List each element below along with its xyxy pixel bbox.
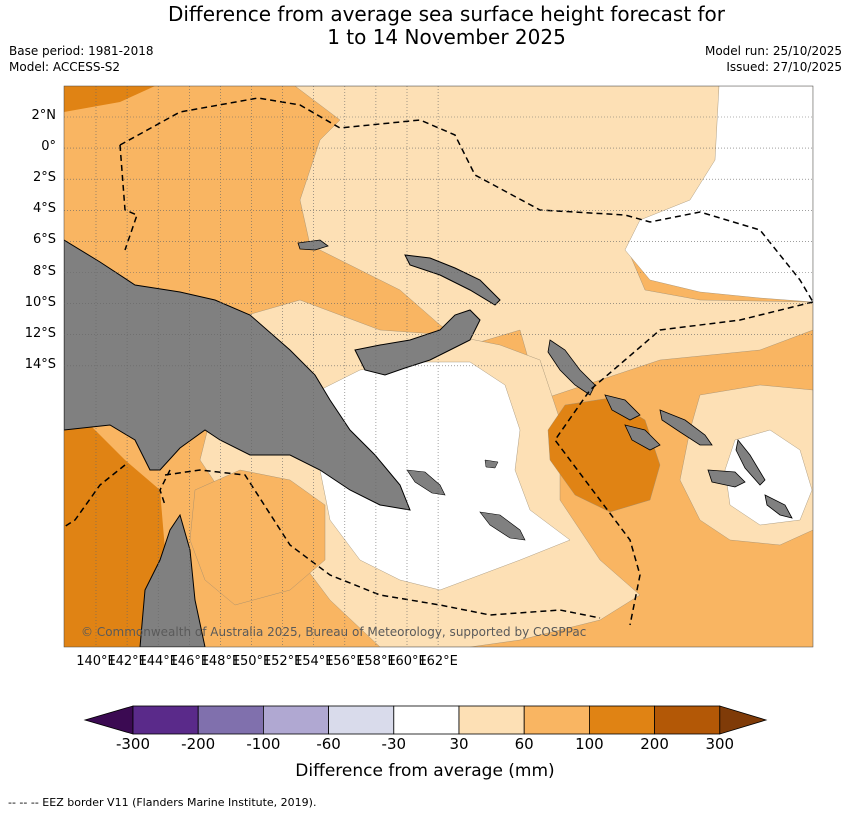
small-island-east — [764, 494, 793, 519]
latitude-label: 12°S — [24, 325, 56, 341]
longitude-label: 150°E — [231, 654, 272, 669]
right-metadata: Model run: 25/10/2025 Issued: 27/10/2025 — [705, 43, 842, 75]
latitude-label: 14°S — [24, 356, 56, 372]
manus-island — [297, 239, 329, 251]
eez-footnote: -- -- -- EEZ border V11 (Flanders Marine… — [8, 796, 317, 809]
eez-border-south — [164, 469, 601, 619]
colorbar-tick-label: 300 — [705, 735, 735, 753]
longitude-label: 160°E — [387, 654, 427, 669]
colorbar-tick-label: 30 — [449, 735, 469, 753]
colorbar-tick-label: -300 — [115, 735, 151, 753]
longitude-label: 152°E — [262, 654, 303, 669]
makira-island — [707, 469, 746, 488]
model-run: Model run: 25/10/2025 — [704, 44, 842, 58]
colorbar-tick-label: 100 — [575, 735, 604, 753]
latitude-label: 10°S — [24, 294, 56, 310]
bougainville-island — [547, 339, 596, 396]
colorbar-segment — [393, 705, 460, 735]
eez-borders — [64, 97, 813, 626]
longitude-label: 156°E — [325, 654, 365, 669]
choiseul-island — [604, 394, 641, 421]
longitude-label: 148°E — [200, 654, 241, 669]
longitude-label: 158°E — [356, 654, 396, 669]
new-ireland-land — [404, 254, 501, 306]
colorbar-segment — [589, 705, 656, 735]
cape-york-land — [139, 513, 206, 647]
colorbar-tick-label: -100 — [246, 735, 281, 753]
title-line-1: Difference from average sea surface heig… — [167, 2, 726, 26]
guadalcanal-island — [624, 424, 661, 451]
sea-100-200-west — [64, 420, 165, 647]
longitude-label: 144°E — [138, 654, 178, 669]
colorbar-segment — [262, 705, 329, 735]
eez-border-east — [554, 301, 813, 626]
colorbar-tick-label: -200 — [181, 735, 216, 753]
eez-border-north — [119, 97, 813, 303]
latitude-label: 8°S — [32, 263, 56, 279]
grid-lines — [64, 86, 813, 647]
map-title: Difference from average sea surface heig… — [0, 3, 850, 49]
colorbar-tick-label: -30 — [381, 735, 407, 753]
sea-60-100-pocket — [189, 469, 326, 606]
sea-neutral-northeast — [624, 86, 813, 303]
longitude-label: 146°E — [169, 654, 210, 669]
malaita-island — [659, 409, 713, 446]
louisiade-islands — [479, 511, 526, 541]
colorbar — [83, 705, 768, 735]
colorbar-segment — [132, 705, 199, 735]
colorbar-tick-label: 200 — [640, 735, 669, 753]
colorbar-segment — [328, 705, 395, 735]
santa-isabel-island — [735, 439, 766, 486]
colorbar-extend-low — [83, 705, 134, 735]
latitude-label: 6°S — [32, 232, 56, 248]
colorbar-tick-label: 60 — [514, 735, 534, 753]
left-metadata: Base period: 1981-2018 Model: ACCESS-S2 — [9, 43, 154, 75]
colorbar-title: Difference from average (mm) — [295, 761, 555, 781]
dentrecasteaux-islands — [406, 469, 446, 496]
colorbar-extend-high — [719, 705, 768, 735]
issued-date: Issued: 27/10/2025 — [726, 60, 842, 74]
trobriand-islands — [484, 459, 499, 469]
eez-border-northwest — [119, 144, 138, 251]
map-area — [64, 86, 813, 647]
colorbar-tick-label: -60 — [316, 735, 341, 753]
colorbar-segment — [523, 705, 590, 735]
colorbar-segment — [197, 705, 264, 735]
eez-border-torres — [159, 469, 171, 506]
latitude-label: 4°S — [32, 201, 56, 217]
copyright-notice: © Commonwealth of Australia 2025, Bureau… — [81, 625, 587, 639]
colorbar-segment — [458, 705, 525, 735]
new-guinea-land — [64, 239, 411, 511]
map-frame — [63, 85, 814, 648]
title-line-2: 1 to 14 November 2025 — [327, 25, 566, 49]
colorbar-segment — [654, 705, 721, 735]
longitude-label: 142°E — [107, 654, 147, 669]
longitude-label: 162°E — [418, 654, 458, 669]
model-name: Model: ACCESS-S2 — [9, 60, 121, 74]
sea-100-200-north — [64, 86, 155, 112]
latitude-label: 0° — [41, 139, 56, 155]
latitude-label: 2°N — [31, 108, 57, 123]
longitude-label: 140°E — [76, 654, 116, 669]
longitude-label: 154°E — [293, 654, 334, 669]
new-britain-land — [354, 309, 481, 376]
eez-border-west — [64, 464, 126, 528]
latitude-label: 2°S — [32, 170, 56, 186]
base-period: Base period: 1981-2018 — [9, 44, 154, 58]
